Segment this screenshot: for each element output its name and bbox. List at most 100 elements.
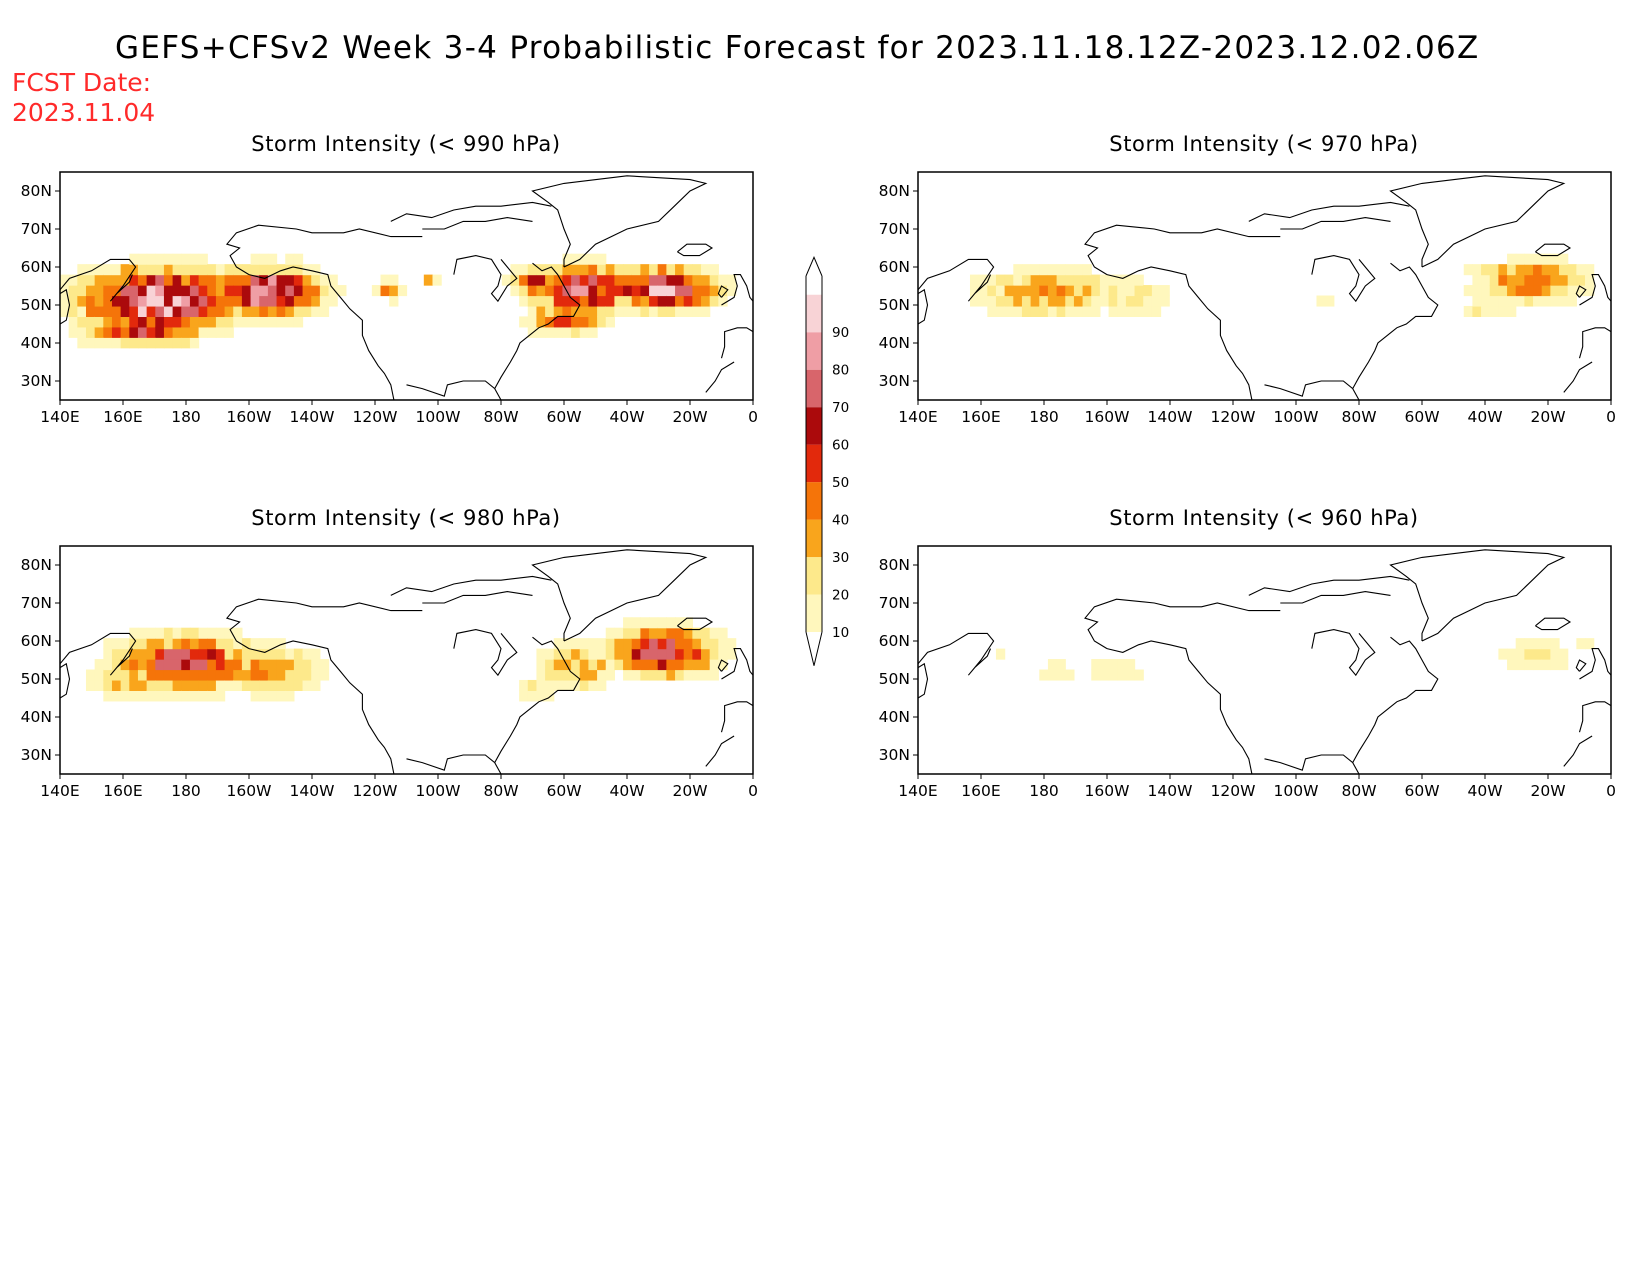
probability-cell bbox=[553, 264, 564, 276]
probability-cell bbox=[120, 295, 130, 307]
probability-cell bbox=[1065, 295, 1075, 307]
probability-cell bbox=[77, 305, 87, 317]
probability-cell bbox=[94, 316, 104, 328]
probability-cell bbox=[1515, 264, 1525, 276]
probability-cell bbox=[571, 253, 581, 265]
lon-tick-label: 140W bbox=[1148, 408, 1193, 426]
probability-cell bbox=[146, 659, 156, 671]
coastline bbox=[60, 258, 137, 302]
coastline bbox=[531, 549, 708, 642]
probability-cell bbox=[579, 679, 590, 691]
probability-cell bbox=[597, 679, 607, 691]
probability-cell bbox=[111, 285, 122, 297]
probability-cell bbox=[545, 669, 555, 681]
panel-title-970: Storm Intensity (< 970 hPa) bbox=[1109, 132, 1418, 156]
probability-cell bbox=[120, 659, 130, 671]
probability-cell bbox=[987, 305, 997, 317]
probability-cell bbox=[120, 679, 130, 691]
probability-cell bbox=[111, 337, 122, 349]
probability-cell bbox=[1533, 274, 1543, 286]
probability-cell bbox=[163, 638, 174, 650]
colorbar-swatch bbox=[806, 444, 822, 483]
probability-cell bbox=[1515, 638, 1525, 650]
probability-cell bbox=[597, 316, 607, 328]
probability-cell bbox=[1082, 264, 1092, 276]
probability-cell bbox=[259, 264, 269, 276]
probability-cell bbox=[302, 669, 312, 681]
probability-cell bbox=[1515, 648, 1525, 660]
probability-cell bbox=[666, 659, 676, 671]
probability-cell bbox=[571, 669, 581, 681]
probability-cell bbox=[137, 305, 148, 317]
lat-tick-label: 40N bbox=[879, 708, 910, 726]
probability-cell bbox=[614, 659, 624, 671]
probability-cell bbox=[1533, 638, 1543, 650]
probability-cell bbox=[293, 679, 304, 691]
probability-cell bbox=[276, 638, 286, 650]
probability-cell bbox=[293, 264, 304, 276]
probability-cell bbox=[588, 305, 598, 317]
probability-cell bbox=[146, 253, 156, 265]
probability-cell bbox=[267, 659, 278, 671]
probability-cell bbox=[250, 264, 260, 276]
lat-tick-label: 70N bbox=[21, 594, 52, 612]
probability-cell bbox=[545, 648, 555, 660]
probability-cell bbox=[137, 659, 148, 671]
probability-cell bbox=[328, 274, 338, 286]
probability-cell bbox=[94, 285, 104, 297]
probability-cell bbox=[224, 295, 234, 307]
probability-cell bbox=[1515, 253, 1525, 265]
probability-cell bbox=[623, 659, 633, 671]
lat-tick-label: 50N bbox=[21, 670, 52, 688]
lat-tick-label: 80N bbox=[21, 556, 52, 574]
probability-cell bbox=[545, 305, 555, 317]
probability-cell bbox=[1524, 659, 1534, 671]
probability-cell bbox=[137, 679, 148, 691]
probability-cell bbox=[111, 690, 122, 702]
coastline bbox=[1280, 217, 1391, 230]
probability-cell bbox=[111, 679, 122, 691]
probability-cell bbox=[172, 264, 182, 276]
coastline bbox=[720, 327, 753, 359]
probability-cell bbox=[267, 638, 278, 650]
probability-cell bbox=[241, 305, 252, 317]
probability-cell bbox=[623, 264, 633, 276]
coastline bbox=[1389, 175, 1566, 268]
probability-cell bbox=[649, 627, 659, 639]
probability-cell bbox=[536, 326, 546, 338]
probability-cell bbox=[588, 679, 598, 691]
probability-cell bbox=[103, 638, 113, 650]
probability-cell bbox=[597, 659, 607, 671]
probability-cell bbox=[718, 627, 728, 639]
lon-tick-label: 20W bbox=[672, 782, 707, 800]
probability-cell bbox=[1039, 305, 1049, 317]
probability-cell bbox=[597, 648, 607, 660]
probability-cell bbox=[163, 295, 174, 307]
coastline bbox=[720, 701, 753, 733]
axis-labels: 140E 160E 180 160W 140W 120W 100W 80W 60W 40W 20W 0… bbox=[21, 556, 758, 800]
probability-cell bbox=[103, 326, 113, 338]
lon-tick-label: 140W bbox=[290, 408, 335, 426]
probability-cell bbox=[163, 285, 174, 297]
probability-cell bbox=[163, 326, 174, 338]
probability-cell bbox=[657, 264, 667, 276]
probability-cell bbox=[701, 295, 711, 307]
probability-cell bbox=[675, 285, 685, 297]
probability-cell bbox=[111, 295, 122, 307]
probability-cell bbox=[146, 264, 156, 276]
probability-cell bbox=[614, 264, 624, 276]
probability-cell bbox=[553, 285, 564, 297]
lon-tick-label: 160E bbox=[961, 782, 1000, 800]
probability-cell bbox=[987, 295, 997, 307]
probability-cell bbox=[562, 253, 572, 265]
probability-cell bbox=[241, 648, 252, 660]
probability-cell bbox=[146, 326, 156, 338]
probability-cell bbox=[224, 285, 234, 297]
coastline bbox=[422, 217, 533, 230]
probability-cell bbox=[579, 648, 590, 660]
probability-cell bbox=[111, 274, 122, 286]
probability-cell bbox=[1515, 285, 1525, 297]
probability-cell bbox=[1065, 305, 1075, 317]
probability-cell bbox=[155, 326, 165, 338]
probability-cell bbox=[1047, 295, 1058, 307]
